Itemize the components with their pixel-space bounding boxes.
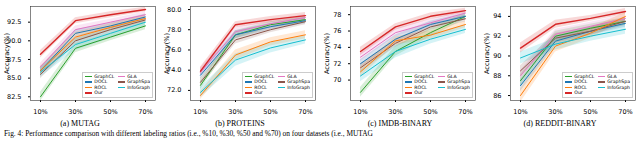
svg-text:10%: 10% <box>353 108 367 116</box>
html-text:Our: Our <box>574 90 583 96</box>
svg-text:87.5: 87.5 <box>7 55 22 64</box>
html-text:GLA: GLA <box>447 73 457 79</box>
html-text:Fig. 4: Performance comparison: Fig. 4: Performance comparison with diff… <box>4 129 373 138</box>
svg-text:70: 70 <box>333 76 341 84</box>
svg-text:70%: 70% <box>298 108 312 116</box>
svg-text:30%: 30% <box>228 108 242 116</box>
svg-text:Accuracy(%): Accuracy(%) <box>163 33 171 74</box>
html-text:Our: Our <box>414 90 423 96</box>
html-text:GraphCL: GraphCL <box>94 73 115 79</box>
svg-text:72.0: 72.0 <box>167 86 181 94</box>
svg-text:10%: 10% <box>33 108 47 116</box>
svg-text:Accuracy(%): Accuracy(%) <box>483 33 491 74</box>
svg-text:30%: 30% <box>68 108 82 116</box>
html-text:InfoGraph: InfoGraph <box>607 84 630 90</box>
html-text:InfoGraph: InfoGraph <box>447 84 470 90</box>
svg-text:92.5: 92.5 <box>7 18 21 26</box>
html-text:ROCL: ROCL <box>94 84 107 90</box>
html-text:GraphSpa: GraphSpa <box>287 79 310 85</box>
html-text:DOCL: DOCL <box>94 79 108 85</box>
html-text:GraphSpa: GraphSpa <box>607 79 630 85</box>
html-text:GraphCL: GraphCL <box>414 73 435 79</box>
svg-text:72: 72 <box>333 60 341 68</box>
html-text:GLA: GLA <box>287 73 297 79</box>
svg-text:94: 94 <box>493 12 501 20</box>
svg-text:10%: 10% <box>513 108 527 116</box>
html-text:DOCL: DOCL <box>254 79 268 85</box>
html-text:GraphSpa: GraphSpa <box>447 79 470 85</box>
svg-text:70%: 70% <box>138 108 152 116</box>
svg-text:78.0: 78.0 <box>167 26 181 34</box>
html-text:(d) REDDIT-BINARY: (d) REDDIT-BINARY <box>523 119 597 128</box>
svg-text:82.5: 82.5 <box>7 93 21 101</box>
svg-text:74.0: 74.0 <box>167 66 182 75</box>
svg-text:50%: 50% <box>103 108 117 116</box>
svg-text:88: 88 <box>493 72 501 80</box>
html-text:(c) IMDB-BINARY: (c) IMDB-BINARY <box>367 119 433 128</box>
html-text:GraphSpa: GraphSpa <box>127 79 150 85</box>
svg-text:92: 92 <box>493 32 501 40</box>
html-text:GraphCL: GraphCL <box>254 73 275 79</box>
svg-text:76: 76 <box>333 27 341 35</box>
svg-text:80.0: 80.0 <box>167 6 181 14</box>
html-text:DOCL: DOCL <box>414 79 428 85</box>
svg-text:85.0: 85.0 <box>7 74 21 82</box>
html-text:InfoGraph: InfoGraph <box>287 84 310 90</box>
html-text:ROCL: ROCL <box>574 84 587 90</box>
svg-text:50%: 50% <box>423 108 437 116</box>
html-text:GraphCL: GraphCL <box>574 73 595 79</box>
html-text:GLA: GLA <box>127 73 137 79</box>
svg-text:50%: 50% <box>263 108 277 116</box>
html-text:Our: Our <box>254 90 263 96</box>
svg-text:30%: 30% <box>548 108 562 116</box>
svg-text:30%: 30% <box>388 108 402 116</box>
svg-text:76.0: 76.0 <box>167 46 182 54</box>
svg-text:70%: 70% <box>618 108 632 116</box>
html-text:ROCL: ROCL <box>254 84 267 90</box>
html-text:InfoGraph: InfoGraph <box>127 84 150 90</box>
svg-text:74: 74 <box>333 43 341 51</box>
svg-text:Accuracy(%): Accuracy(%) <box>323 33 331 74</box>
svg-text:78: 78 <box>333 11 341 19</box>
html-text:DOCL: DOCL <box>574 79 588 85</box>
html-text:Our: Our <box>94 90 103 96</box>
html-text:ROCL: ROCL <box>414 84 427 90</box>
svg-text:86: 86 <box>493 92 501 100</box>
html-text:(a) MUTAG: (a) MUTAG <box>60 119 100 128</box>
svg-text:70%: 70% <box>458 108 472 116</box>
html-text:(b) PROTEINS: (b) PROTEINS <box>215 119 265 128</box>
svg-text:90: 90 <box>493 52 501 60</box>
svg-text:90.0: 90.0 <box>7 36 22 45</box>
html-text:GLA: GLA <box>607 73 617 79</box>
svg-text:10%: 10% <box>193 108 207 116</box>
svg-text:50%: 50% <box>583 108 597 116</box>
svg-text:Accuracy(%): Accuracy(%) <box>3 33 11 74</box>
